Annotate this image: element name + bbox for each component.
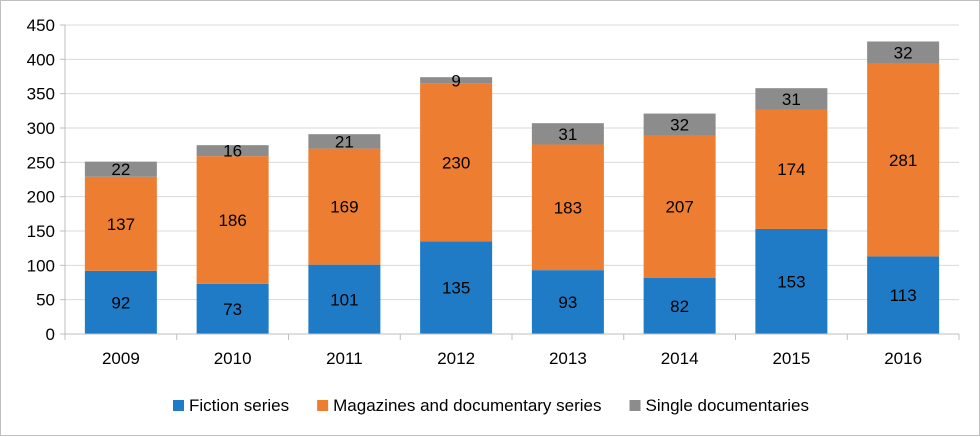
bar-segment xyxy=(84,176,157,271)
x-tick-label: 2010 xyxy=(214,349,252,368)
bar-segment xyxy=(308,264,381,334)
x-tick-label: 2015 xyxy=(772,349,810,368)
x-tick-label: 2014 xyxy=(661,349,699,368)
bar-segment xyxy=(867,63,940,257)
data-label: 169 xyxy=(330,198,358,217)
bar-segment xyxy=(420,241,493,334)
y-tick-label: 100 xyxy=(27,256,55,275)
legend-label: Single documentaries xyxy=(646,396,809,415)
data-label: 9 xyxy=(451,71,460,90)
x-tick-label: 2011 xyxy=(326,349,363,368)
bar-segment xyxy=(84,161,157,177)
legend: Fiction series Magazines and documentary … xyxy=(173,396,809,415)
x-axis: 2009 2010 2011 2012 2013 2014 2015 2016 xyxy=(64,333,960,368)
bar-segment xyxy=(867,256,940,334)
x-tick-label: 2009 xyxy=(102,349,140,368)
data-label: 281 xyxy=(889,151,917,170)
data-label: 186 xyxy=(218,211,246,230)
bar-segment xyxy=(531,270,604,334)
legend-item: Single documentaries xyxy=(629,396,809,415)
data-label: 153 xyxy=(777,272,805,291)
x-tick-label: 2013 xyxy=(549,349,587,368)
legend-swatch xyxy=(317,400,329,411)
y-tick-label: 150 xyxy=(27,222,55,241)
y-tick-label: 50 xyxy=(36,291,55,310)
data-label: 92 xyxy=(111,293,130,312)
bar-segment xyxy=(196,145,269,157)
legend-swatch xyxy=(629,400,641,411)
data-label: 174 xyxy=(777,160,805,179)
bar-segment xyxy=(755,88,828,110)
legend-label: Magazines and documentary series xyxy=(333,396,601,415)
legend-label: Fiction series xyxy=(189,396,289,415)
data-label: 137 xyxy=(107,215,135,234)
bar-segment xyxy=(643,135,716,278)
y-tick-label: 450 xyxy=(27,16,55,35)
data-label: 183 xyxy=(554,198,582,217)
data-label: 16 xyxy=(223,142,242,161)
x-tick-label: 2016 xyxy=(884,349,922,368)
bar-segment xyxy=(308,148,381,265)
data-label: 31 xyxy=(782,90,801,109)
bar-segment xyxy=(308,134,381,149)
data-label: 135 xyxy=(442,279,470,298)
bar-segment xyxy=(755,109,828,229)
data-label: 22 xyxy=(111,160,130,179)
y-tick-label: 400 xyxy=(27,50,55,69)
data-label: 207 xyxy=(665,198,693,217)
bar-segment xyxy=(531,123,604,145)
data-label: 101 xyxy=(330,290,358,309)
legend-swatch xyxy=(173,400,184,411)
data-label: 113 xyxy=(890,286,917,305)
y-tick-label: 0 xyxy=(46,325,55,344)
data-label: 230 xyxy=(442,153,470,172)
data-label: 73 xyxy=(223,300,242,319)
x-tick-label: 2012 xyxy=(437,349,475,368)
bar-segment xyxy=(84,270,157,334)
data-label: 32 xyxy=(670,116,689,135)
y-axis: 0 50 100 150 200 250 300 350 400 450 xyxy=(27,16,66,344)
data-label: 82 xyxy=(670,297,689,316)
bar-segment xyxy=(867,41,940,64)
y-tick-label: 350 xyxy=(27,85,55,104)
bar-segment xyxy=(420,77,493,84)
data-label: 31 xyxy=(558,125,577,144)
bar-segment xyxy=(643,277,716,334)
y-tick-label: 300 xyxy=(27,119,55,138)
bar-segment xyxy=(755,228,828,334)
y-tick-label: 200 xyxy=(27,188,55,207)
legend-item: Fiction series xyxy=(173,396,289,415)
bar-segment xyxy=(531,144,604,271)
data-label: 21 xyxy=(335,132,354,151)
data-label: 93 xyxy=(558,293,577,312)
data-label: 32 xyxy=(894,43,913,62)
bars: 92 137 22 73 186 16 101 169 21 135 230 9 93 183 31 82 20… xyxy=(84,41,940,334)
bar-segment xyxy=(420,83,493,242)
bar-segment xyxy=(196,283,269,334)
bar-segment xyxy=(196,156,269,284)
legend-item: Magazines and documentary series xyxy=(317,396,602,415)
y-tick-label: 250 xyxy=(27,153,55,172)
bar-segment xyxy=(643,113,716,136)
